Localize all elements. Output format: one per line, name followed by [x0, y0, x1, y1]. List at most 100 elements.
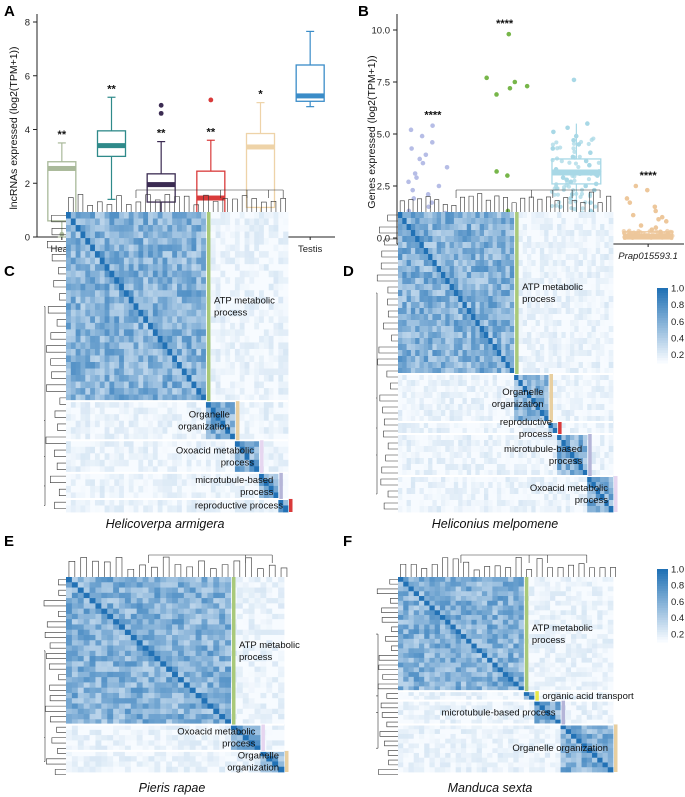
heatmap-cell — [462, 230, 468, 237]
heatmap-cell — [475, 476, 481, 483]
heatmap-cell — [535, 212, 541, 219]
heatmap-cell — [475, 326, 481, 333]
heatmap-cell — [99, 283, 106, 291]
heatmap-cell — [479, 380, 485, 387]
heatmap-cell — [225, 264, 231, 272]
heatmap-cell — [488, 476, 493, 483]
heatmap-cell — [595, 332, 601, 339]
heatmap-cell — [234, 375, 241, 382]
heatmap-cell — [479, 464, 485, 471]
heatmap-cell — [402, 362, 407, 369]
heatmap-cell — [278, 414, 284, 422]
heatmap-cell — [595, 278, 601, 285]
heatmap-cell — [428, 344, 433, 351]
heatmap-cell — [539, 338, 545, 345]
heatmap-cell — [436, 392, 442, 399]
heatmap-cell — [143, 440, 149, 448]
heatmap-cell — [587, 398, 592, 405]
heatmap-cell — [432, 224, 438, 231]
heatmap-cell — [138, 264, 144, 272]
heatmap-cell — [90, 329, 96, 337]
heatmap-cell — [488, 248, 493, 255]
heatmap-cell — [488, 254, 493, 261]
heatmap-cell — [148, 459, 154, 467]
heatmap-cell — [263, 309, 270, 317]
heatmap-cell — [94, 348, 101, 356]
heatmap-cell — [518, 218, 524, 225]
heatmap-cell — [249, 335, 255, 343]
heatmap-cell — [557, 458, 562, 465]
heatmap-cell — [441, 344, 446, 351]
heatmap-cell — [75, 290, 81, 298]
heatmap-cell — [479, 320, 485, 327]
heatmap-cell — [531, 326, 536, 333]
heatmap-cell — [475, 464, 481, 471]
heatmap-cell — [445, 476, 450, 483]
heatmap-cell — [94, 394, 101, 402]
heatmap-cell — [172, 322, 178, 330]
heatmap-cell — [254, 381, 260, 389]
heatmap-cell — [509, 482, 515, 489]
heatmap-cell — [201, 388, 207, 396]
heatmap-cell — [574, 446, 579, 453]
heatmap-cell — [70, 355, 77, 363]
heatmap-cell — [398, 386, 403, 393]
heatmap-cell — [402, 272, 407, 279]
heatmap-cell — [453, 386, 459, 393]
heatmap-cell — [234, 498, 241, 506]
heatmap-cell — [458, 368, 463, 375]
heatmap-cell — [574, 332, 579, 339]
data-point — [549, 189, 555, 194]
heatmap-cell — [205, 446, 212, 454]
heatmap-cell — [191, 303, 197, 311]
heatmap-cell — [123, 342, 130, 350]
heatmap-cell — [80, 440, 86, 448]
heatmap-cell — [90, 479, 96, 487]
heatmap-cell — [143, 362, 149, 369]
heatmap-cell — [210, 277, 217, 285]
heatmap-cell — [466, 488, 472, 495]
heatmap-cell — [259, 375, 265, 382]
heatmap-cell — [138, 427, 144, 435]
heatmap-cell — [177, 244, 183, 252]
dendrogram-branch — [59, 397, 66, 405]
heatmap-cell — [432, 290, 438, 297]
heatmap-cell — [278, 368, 284, 376]
heatmap-cell — [239, 355, 245, 363]
heatmap-cell — [587, 374, 592, 381]
heatmap-cell — [436, 422, 442, 429]
heatmap-cell — [496, 236, 502, 243]
heatmap-cell — [210, 335, 217, 343]
heatmap-cell — [114, 459, 120, 467]
dendrogram-branch — [46, 384, 66, 392]
dendrogram-branch — [241, 195, 248, 212]
heatmap-cell — [544, 374, 549, 381]
heatmap-cell — [458, 236, 463, 243]
heatmap-cell — [119, 238, 125, 246]
heatmap-cell — [205, 407, 212, 415]
heatmap-cell — [181, 238, 188, 246]
heatmap-cell — [570, 386, 575, 393]
heatmap-cell — [225, 270, 231, 278]
heatmap-cell — [466, 476, 472, 483]
heatmap-cell — [398, 260, 403, 267]
heatmap-cell — [133, 472, 139, 480]
heatmap-cell — [432, 254, 438, 261]
heatmap-cell — [273, 505, 279, 513]
heatmap-cell — [191, 283, 197, 291]
heatmap-cell — [201, 342, 207, 350]
heatmap-cell — [539, 476, 545, 483]
heatmap-cell — [484, 320, 489, 327]
heatmap-cell — [432, 380, 438, 387]
heatmap-cell — [492, 224, 498, 231]
heatmap-cell — [578, 464, 584, 471]
heatmap-cell — [70, 212, 77, 219]
heatmap-cell — [273, 231, 279, 239]
heatmap-cell — [220, 257, 226, 265]
heatmap-cell — [85, 257, 91, 265]
heatmap-cell — [244, 277, 250, 285]
heatmap-cell — [259, 479, 265, 487]
heatmap-cell — [419, 248, 425, 255]
heatmap-cell — [239, 362, 245, 369]
heatmap-cell — [186, 277, 192, 285]
